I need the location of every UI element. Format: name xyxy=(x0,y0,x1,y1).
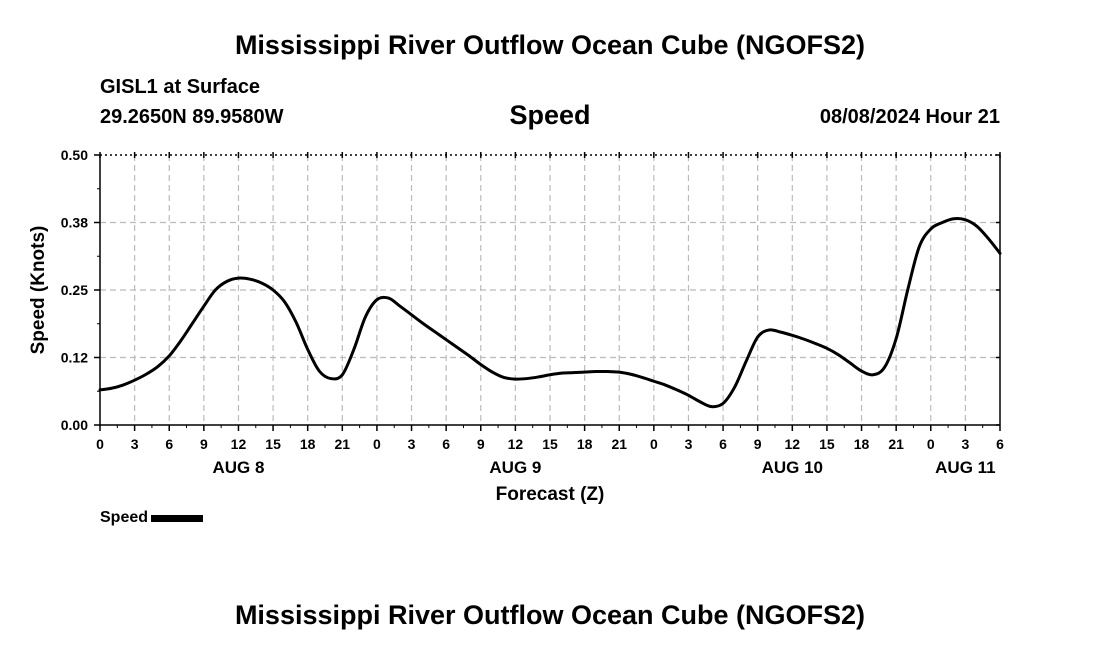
footer-title: Mississippi River Outflow Ocean Cube (NG… xyxy=(234,600,866,630)
x-tick-label: 0 xyxy=(96,436,104,452)
x-axis-title: Forecast (Z) xyxy=(496,484,605,505)
y-tick-label: 0.50 xyxy=(61,147,88,163)
x-tick-label: 15 xyxy=(265,436,281,452)
grid-layer xyxy=(100,155,1000,425)
x-date-label: AUG 10 xyxy=(762,458,823,477)
x-tick-label: 0 xyxy=(373,436,381,452)
x-tick-label: 9 xyxy=(477,436,485,452)
legend-line-swatch xyxy=(151,514,204,522)
x-tick-label: 3 xyxy=(961,436,969,452)
series-line-speed xyxy=(98,217,1002,409)
x-tick-label: 12 xyxy=(508,436,524,452)
station-coordinates: 29.2650N 89.9580W xyxy=(100,106,284,128)
series-layer xyxy=(98,217,1002,409)
x-tick-label: 9 xyxy=(754,436,762,452)
y-tick-label: 0.12 xyxy=(61,350,88,366)
axis-layer xyxy=(94,152,1001,431)
forecast-datetime: 08/08/2024 Hour 21 xyxy=(819,106,1000,128)
legend-label: Speed xyxy=(100,509,149,526)
x-tick-label: 9 xyxy=(200,436,208,452)
x-tick-label: 12 xyxy=(785,436,801,452)
x-tick-label: 3 xyxy=(408,436,416,452)
x-tick-label: 21 xyxy=(335,436,351,452)
x-tick-label: 3 xyxy=(685,436,693,452)
x-date-label: AUG 11 xyxy=(935,458,995,477)
x-tick-label: 6 xyxy=(442,436,450,452)
x-tick-label: 15 xyxy=(819,436,835,452)
chart-main-title: Mississippi River Outflow Ocean Cube (NG… xyxy=(234,30,866,60)
station-label: GISL1 at Surface xyxy=(100,76,261,98)
x-tick-label: 6 xyxy=(719,436,727,452)
y-tick-label: 0.38 xyxy=(61,215,88,231)
x-date-label: AUG 9 xyxy=(489,458,541,477)
x-tick-label: 6 xyxy=(165,436,173,452)
x-tick-label: 18 xyxy=(300,436,316,452)
x-tick-label: 0 xyxy=(650,436,658,452)
x-tick-label: 18 xyxy=(854,436,870,452)
x-date-label: AUG 8 xyxy=(212,458,264,477)
x-tick-label: 21 xyxy=(888,436,904,452)
x-tick-label: 6 xyxy=(996,436,1004,452)
x-tick-label: 21 xyxy=(611,436,627,452)
x-tick-label: 12 xyxy=(231,436,247,452)
speed-chart: 0 3 6 9 12 15 18 21 0 3 6 9 12 15 18 21 0 3 6 9 12 15 18 21 0 3 6 0… xyxy=(28,147,1004,505)
variable-title: Speed xyxy=(509,100,591,130)
x-tick-label: 0 xyxy=(927,436,935,452)
y-tick-label: 0.00 xyxy=(61,417,88,433)
legend: Speed xyxy=(100,509,204,527)
x-tick-label: 18 xyxy=(577,436,593,452)
x-tick-label: 15 xyxy=(542,436,558,452)
x-tick-label: 3 xyxy=(131,436,139,452)
y-axis-title: Speed (Knots) xyxy=(28,226,49,355)
label-layer: 0 3 6 9 12 15 18 21 0 3 6 9 12 15 18 21 0 3 6 9 12 15 18 21 0 3 6 0… xyxy=(28,147,1004,505)
y-tick-label: 0.25 xyxy=(61,282,88,298)
